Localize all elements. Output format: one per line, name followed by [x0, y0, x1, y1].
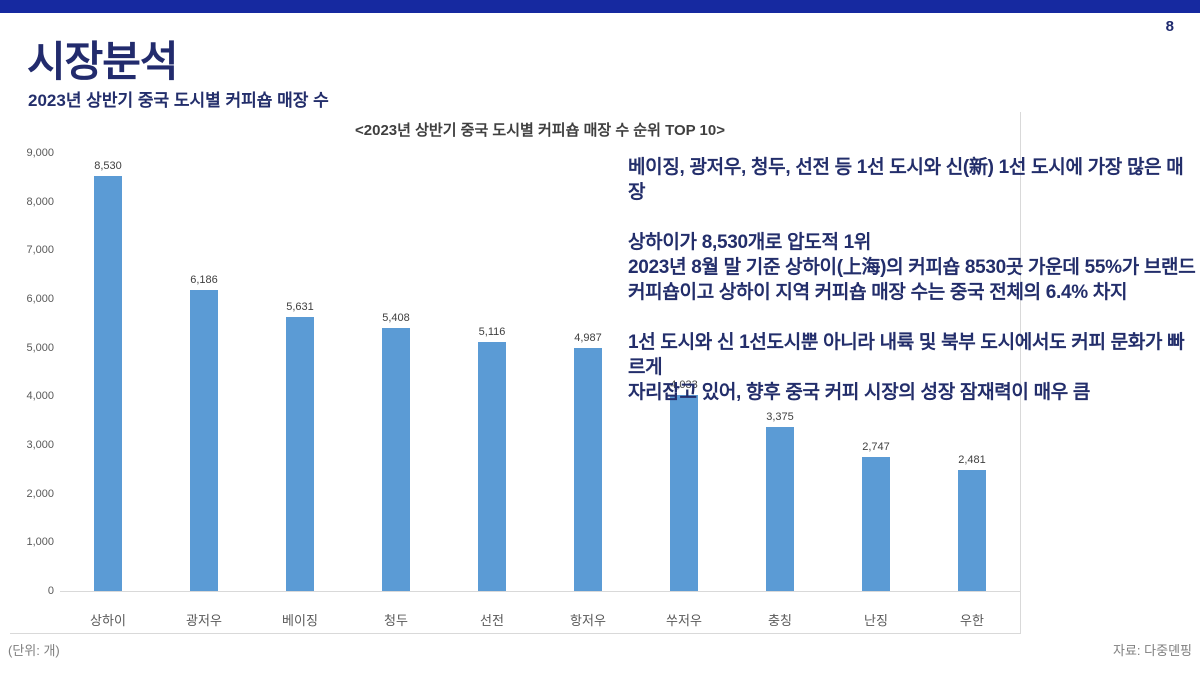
bar-쑤저우 [670, 395, 698, 591]
x-axis-category-label: 충칭 [768, 613, 792, 628]
bar-청두 [382, 328, 410, 591]
bar-우한 [958, 470, 986, 591]
y-axis-tick-label: 1,000 [26, 536, 54, 549]
bar-value-label: 4,033 [670, 379, 698, 391]
x-axis-category-label: 선전 [480, 613, 504, 628]
bar-value-label: 2,747 [862, 441, 890, 453]
x-axis-category-label: 베이징 [282, 613, 318, 628]
y-axis-tick-label: 0 [47, 585, 54, 597]
page-subtitle: 2023년 상반기 중국 도시별 커피숍 매장 수 [28, 91, 329, 110]
x-axis-category-label: 상하이 [90, 613, 126, 628]
y-axis-tick-label: 5,000 [26, 341, 54, 354]
x-axis-category-label: 우한 [960, 613, 984, 628]
source-note: 자료: 다중뎬핑 [1113, 643, 1192, 658]
y-axis-tick-label: 9,000 [26, 147, 54, 159]
y-axis-tick-label: 4,000 [26, 390, 54, 403]
chart-title: <2023년 상반기 중국 도시별 커피숍 매장 수 순위 TOP 10> [355, 122, 725, 139]
bar-충칭 [766, 427, 794, 591]
bar-난징 [862, 457, 890, 591]
bar-선전 [478, 342, 506, 591]
y-axis-tick-label: 2,000 [26, 487, 54, 500]
bar-value-label: 4,987 [574, 332, 602, 344]
y-axis-tick-label: 7,000 [26, 244, 54, 257]
page-number: 8 [1165, 18, 1174, 35]
bar-상하이 [94, 176, 122, 591]
x-axis-category-label: 광저우 [186, 613, 222, 628]
bar-value-label: 5,631 [286, 301, 314, 313]
bar-value-label: 5,408 [382, 312, 410, 324]
x-axis-category-label: 난징 [864, 613, 888, 628]
bar-chart: <2023년 상반기 중국 도시별 커피숍 매장 수 순위 TOP 10> 0 1… [10, 112, 1021, 634]
insight-paragraph: 상하이가 8,530개로 압도적 1위 2023년 8월 말 기준 상하이(上海)… [628, 232, 1196, 303]
insight-paragraph: 베이징, 광저우, 청두, 선전 등 1선 도시와 신(新) 1선 도시에 가장… [628, 157, 1184, 203]
x-axis-category-label: 청두 [384, 613, 408, 628]
unit-note: (단위: 개) [8, 643, 60, 658]
bar-value-label: 8,530 [94, 160, 122, 172]
x-axis-line [60, 591, 1020, 592]
page-title: 시장분석 [27, 38, 179, 85]
bar-value-label: 5,116 [478, 326, 506, 338]
bar-value-label: 6,186 [190, 274, 218, 286]
y-axis-tick-label: 3,000 [26, 439, 54, 451]
top-accent-bar [0, 0, 1200, 13]
x-axis-category-label: 항저우 [570, 613, 606, 628]
bar-항저우 [574, 348, 602, 591]
x-axis-category-label: 쑤저우 [666, 613, 702, 628]
bar-베이징 [286, 317, 314, 591]
insight-paragraph: 1선 도시와 신 1선도시뿐 아니라 내륙 및 북부 도시에서도 커피 문화가 … [628, 332, 1185, 403]
y-axis-tick-label: 8,000 [26, 195, 54, 208]
insight-text-block: 베이징, 광저우, 청두, 선전 등 1선 도시와 신(新) 1선 도시에 가장… [628, 155, 1200, 430]
bar-value-label: 3,375 [766, 411, 794, 423]
y-axis-tick-label: 6,000 [26, 293, 54, 305]
bar-value-label: 2,481 [958, 454, 986, 466]
bar-광저우 [190, 290, 218, 591]
